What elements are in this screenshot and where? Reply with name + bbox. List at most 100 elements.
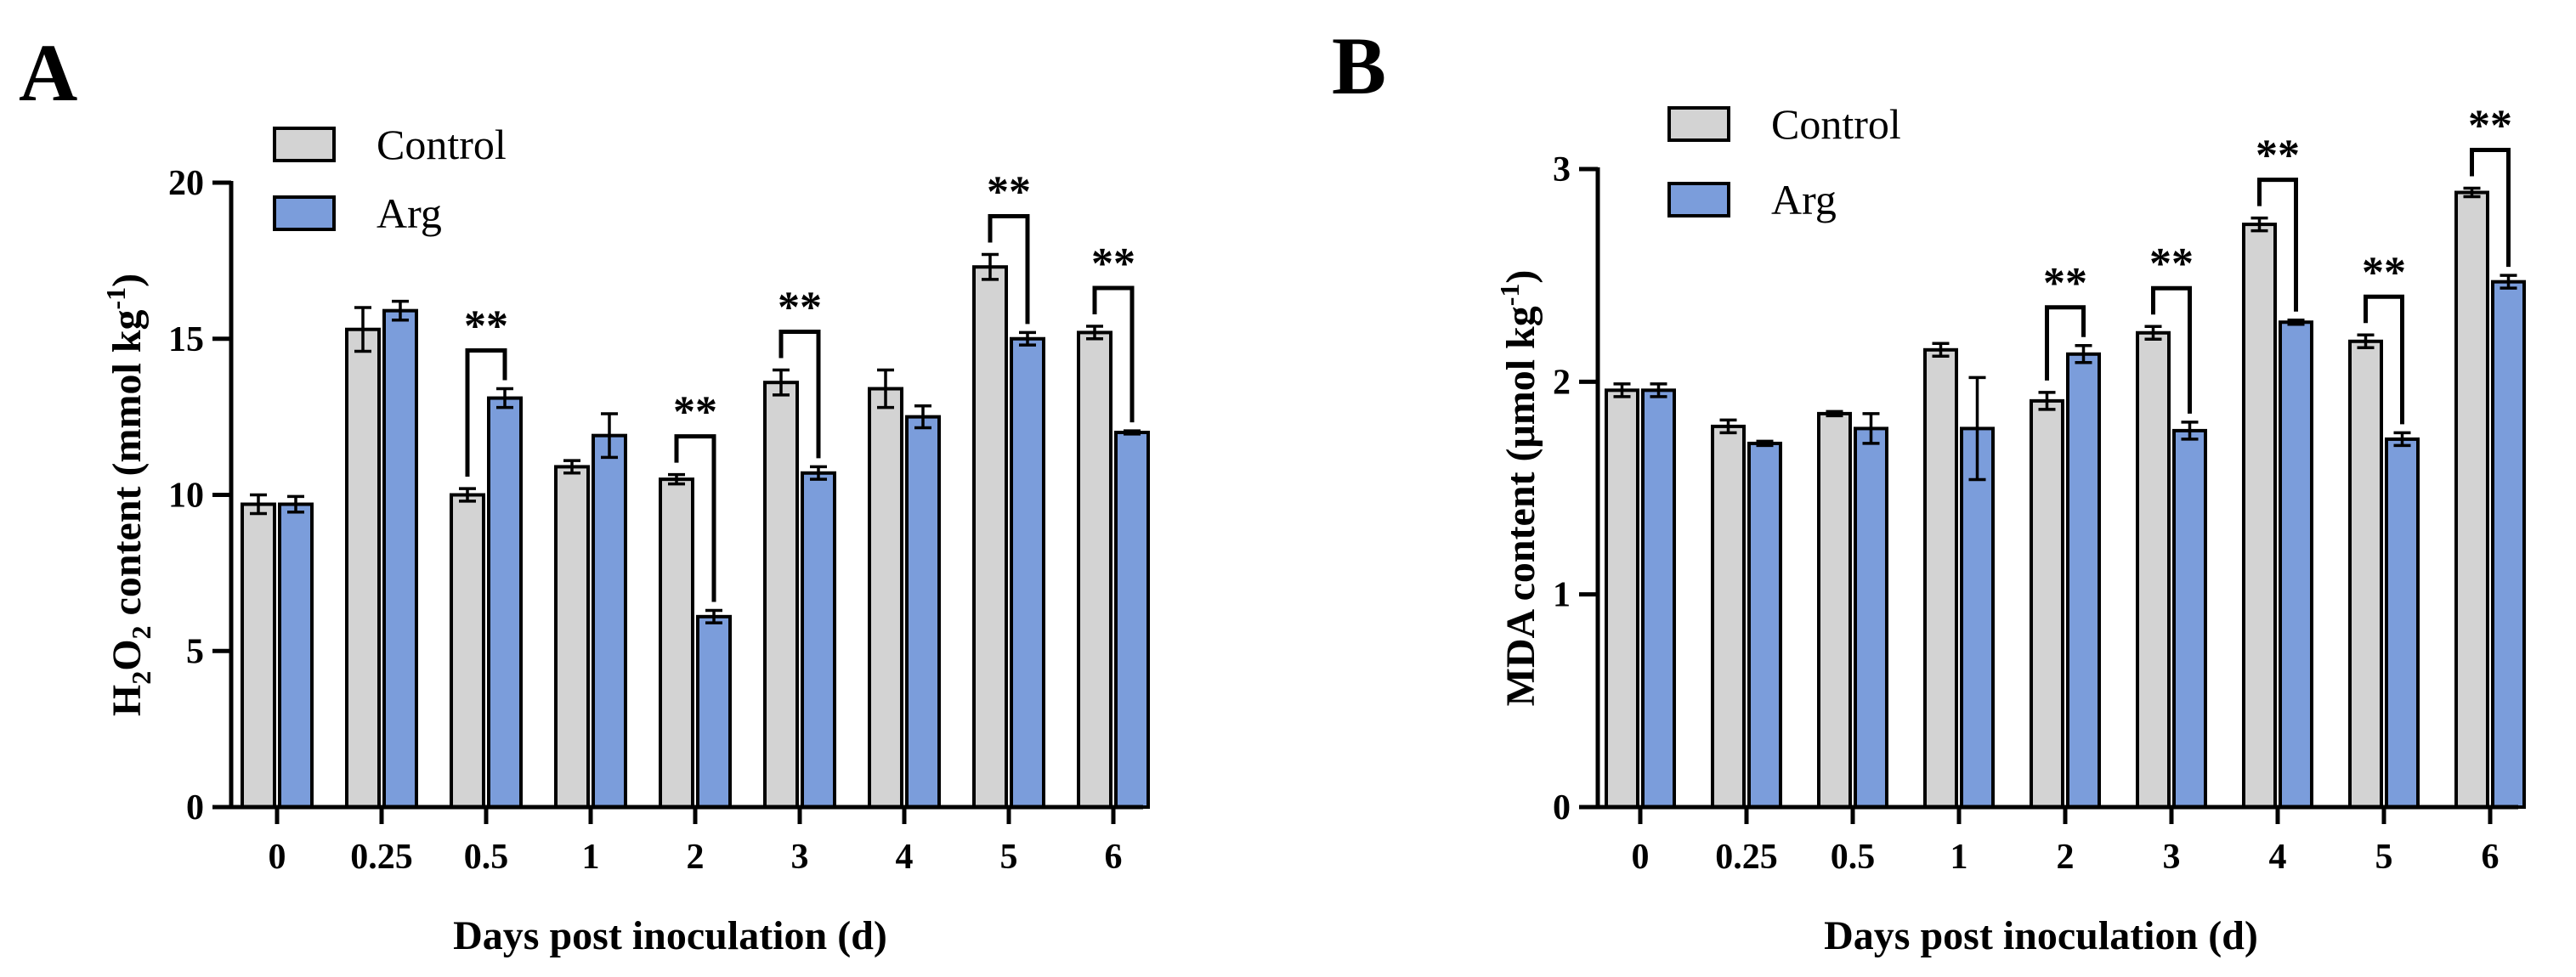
control-bar-2 <box>659 477 694 809</box>
arg-bar-5 <box>2385 437 2420 809</box>
arg-error-bar-2 <box>2075 344 2092 364</box>
control-error-bar-3 <box>773 368 790 397</box>
significance-bracket-2: ** <box>673 388 717 602</box>
y-tick-label-20: 20 <box>168 164 204 203</box>
control-bar-0.25 <box>345 327 381 810</box>
control-error-bar-0.25 <box>354 306 371 353</box>
significance-bracket-0.5: ** <box>464 302 508 477</box>
arg-error-bar-0 <box>1650 382 1667 398</box>
legend-control-label: Control <box>1771 100 1901 148</box>
y-title-close: ) <box>105 274 150 287</box>
control-error-bar-0 <box>1613 382 1631 398</box>
panel-a: A 0 5 10 15 20 0 0.25 0.5 1 2 3 4 5 6 Days post inocul… <box>19 27 1150 958</box>
x-tick-label-1: 1 <box>1950 838 1968 877</box>
significance-bracket-3: ** <box>2149 240 2194 414</box>
arg-bar-0.5 <box>487 396 523 809</box>
arg-error-bar-0.5 <box>496 387 513 409</box>
legend-control-label: Control <box>376 121 507 168</box>
arg-error-bar-0.25 <box>1756 439 1774 448</box>
arg-bar-6 <box>1114 431 1150 809</box>
y-tick-label-0: 0 <box>1553 788 1571 827</box>
arg-bar-1 <box>592 433 627 809</box>
legend-control-swatch <box>273 127 336 162</box>
legend-arg-label: Arg <box>376 189 442 237</box>
significance-bracket-3: ** <box>778 284 822 459</box>
arg-bar-2 <box>2066 352 2101 810</box>
y-title-close: ) <box>1498 270 1543 284</box>
control-bar-0.5 <box>450 493 485 809</box>
y-tick-label-15: 15 <box>168 320 204 359</box>
y-tick-label-1: 1 <box>1553 576 1571 615</box>
control-bar-0 <box>241 502 276 810</box>
control-error-bar-6 <box>2463 186 2481 199</box>
significance-label: ** <box>778 284 822 332</box>
y-title-o: O <box>105 639 150 670</box>
arg-bar-6 <box>2491 280 2526 809</box>
legend-control-swatch <box>1667 106 1730 142</box>
arg-error-bar-3 <box>810 465 827 481</box>
control-bar-5 <box>972 265 1008 810</box>
significance-label: ** <box>2149 240 2194 288</box>
bracket-line <box>2364 294 2404 425</box>
arg-bar-0 <box>278 502 314 810</box>
arg-bar-0.25 <box>1747 441 1782 809</box>
x-tick-label-0.5: 0.5 <box>464 838 509 877</box>
significance-bracket-6: ** <box>1091 240 1135 423</box>
bracket-line <box>2045 305 2086 381</box>
significance-label: ** <box>987 168 1031 217</box>
arg-error-bar-1 <box>601 412 618 460</box>
control-error-bar-3 <box>2144 325 2162 342</box>
control-bar-0 <box>1605 388 1639 809</box>
y-title-sup: -1 <box>100 287 131 310</box>
legend-arg-swatch <box>273 195 336 231</box>
x-tick-label-6: 6 <box>1105 838 1123 877</box>
x-tick-label-2: 2 <box>687 838 705 877</box>
arg-bar-3 <box>801 471 836 810</box>
x-tick-label-0: 0 <box>269 838 286 877</box>
arg-bar-0.5 <box>1854 426 1888 809</box>
y-tick-label-2: 2 <box>1553 363 1571 402</box>
y-title-h: H <box>105 685 150 716</box>
bracket-line <box>2151 285 2192 414</box>
control-bar-3 <box>763 381 799 809</box>
arg-error-bar-0.5 <box>1862 412 1880 445</box>
y-axis-title: H2O2 content (mmol kg-1) <box>100 274 156 716</box>
significance-label: ** <box>464 302 508 351</box>
control-bar-0.25 <box>1711 424 1746 809</box>
significance-label: ** <box>2468 102 2512 150</box>
legend: Control Arg <box>273 121 507 237</box>
arg-bar-1 <box>1960 426 1995 809</box>
significance-label: ** <box>2043 259 2087 308</box>
y-tick-label-0: 0 <box>186 788 204 827</box>
x-tick-label-4: 4 <box>896 838 914 877</box>
x-tick-label-2: 2 <box>2057 838 2075 877</box>
arg-error-bar-1 <box>1968 376 1986 482</box>
arg-error-bar-5 <box>1019 330 1036 347</box>
control-error-bar-0.5 <box>459 487 476 503</box>
bracket-line <box>465 348 507 477</box>
panel-b: B 0 1 2 3 0 0.25 0.5 1 2 3 4 5 6 Days post inoculatio… <box>1332 20 2526 958</box>
control-bar-6 <box>1077 330 1112 809</box>
significance-label: ** <box>2256 132 2300 180</box>
arg-bar-5 <box>1010 336 1045 809</box>
control-error-bar-5 <box>982 252 999 281</box>
significance-label: ** <box>2362 248 2406 296</box>
y-title-sub-1: 2 <box>126 671 156 685</box>
control-error-bar-2 <box>668 472 685 486</box>
x-tick-label-0.25: 0.25 <box>350 838 413 877</box>
y-title-main: content (mmol kg <box>105 310 150 626</box>
bracket-line <box>674 434 716 602</box>
control-error-bar-2 <box>2038 391 2056 411</box>
x-tick-label-3: 3 <box>2163 838 2181 877</box>
control-bar-2 <box>2030 398 2064 809</box>
bracket-line <box>778 330 821 459</box>
x-tick-label-5: 5 <box>2375 838 2393 877</box>
x-tick-label-0.5: 0.5 <box>1831 838 1876 877</box>
x-tick-label-3: 3 <box>791 838 809 877</box>
control-bar-6 <box>2454 190 2489 809</box>
significance-bracket-5: ** <box>987 168 1031 325</box>
y-tick-label-5: 5 <box>186 632 204 671</box>
y-tick-label-10: 10 <box>168 477 204 516</box>
significance-label: ** <box>1091 240 1135 288</box>
